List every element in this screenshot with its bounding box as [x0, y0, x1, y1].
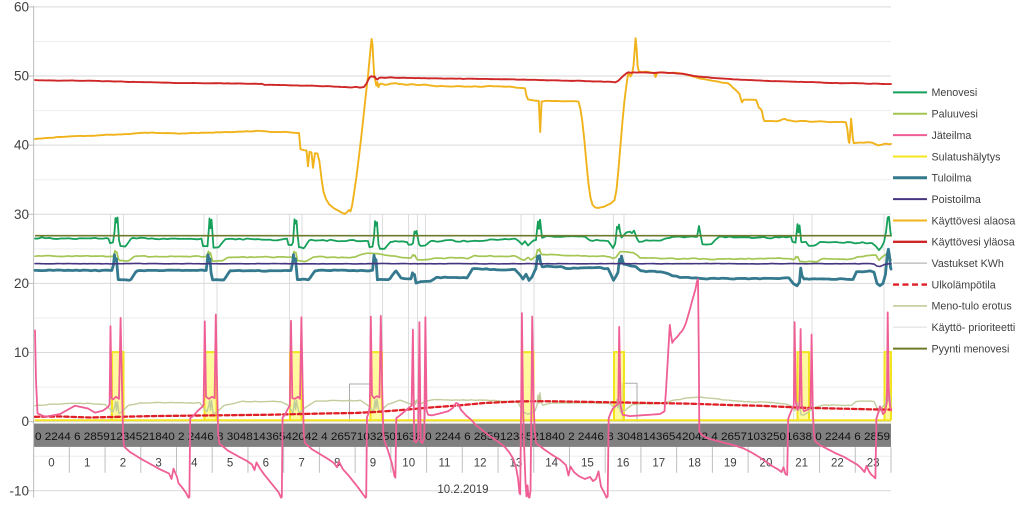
svg-text:Menovesi: Menovesi: [932, 87, 978, 99]
svg-text:23: 23: [867, 458, 880, 470]
svg-text:15: 15: [581, 458, 594, 470]
svg-text:12: 12: [474, 458, 487, 470]
svg-text:10.2.2019: 10.2.2019: [437, 484, 488, 496]
svg-text:Käyttövesi yläosa: Käyttövesi yläosa: [932, 237, 1015, 249]
svg-text:22: 22: [831, 458, 844, 470]
svg-text:10: 10: [402, 458, 415, 470]
svg-text:40: 40: [14, 138, 29, 153]
svg-text:60: 60: [14, 0, 29, 14]
svg-text:3: 3: [155, 458, 161, 470]
svg-text:Vastukset KWh: Vastukset KWh: [932, 258, 1004, 270]
svg-text:0 2244 6 28591234521840 2 2446: 0 2244 6 28591234521840 2 2446 8 3048143…: [35, 431, 890, 443]
svg-text:2: 2: [120, 458, 126, 470]
svg-text:50: 50: [14, 69, 29, 84]
svg-text:Käyttö- prioriteetti: Käyttö- prioriteetti: [932, 322, 1016, 334]
svg-text:9: 9: [370, 458, 376, 470]
svg-text:8: 8: [334, 458, 340, 470]
svg-text:7: 7: [298, 458, 304, 470]
svg-text:Paluuvesi: Paluuvesi: [932, 109, 978, 121]
svg-text:0: 0: [48, 458, 54, 470]
svg-text:-10: -10: [9, 483, 29, 498]
svg-text:Sulatushälytys: Sulatushälytys: [932, 151, 1001, 163]
svg-text:Ulkolämpötila: Ulkolämpötila: [932, 279, 996, 291]
svg-text:13: 13: [509, 458, 522, 470]
svg-text:5: 5: [227, 458, 233, 470]
svg-text:11: 11: [438, 458, 450, 470]
svg-text:21: 21: [795, 458, 808, 470]
svg-text:16: 16: [617, 458, 630, 470]
svg-text:Meno-tulo erotus: Meno-tulo erotus: [932, 301, 1012, 313]
svg-text:Tuloilma: Tuloilma: [932, 173, 972, 185]
svg-text:0: 0: [21, 414, 29, 429]
svg-text:14: 14: [545, 458, 558, 470]
svg-text:10: 10: [14, 345, 29, 360]
svg-text:20: 20: [14, 276, 29, 291]
svg-text:4: 4: [191, 458, 198, 470]
svg-text:1: 1: [84, 458, 90, 470]
svg-text:6: 6: [263, 458, 269, 470]
svg-text:Pyynti menovesi: Pyynti menovesi: [932, 343, 1010, 355]
svg-text:19: 19: [724, 458, 737, 470]
svg-text:Käyttövesi alaosa: Käyttövesi alaosa: [932, 215, 1016, 227]
svg-text:30: 30: [14, 207, 29, 222]
svg-text:Poistoilma: Poistoilma: [932, 194, 981, 206]
svg-text:18: 18: [688, 458, 701, 470]
svg-text:17: 17: [652, 458, 665, 470]
svg-text:Jäteilma: Jäteilma: [932, 130, 972, 142]
